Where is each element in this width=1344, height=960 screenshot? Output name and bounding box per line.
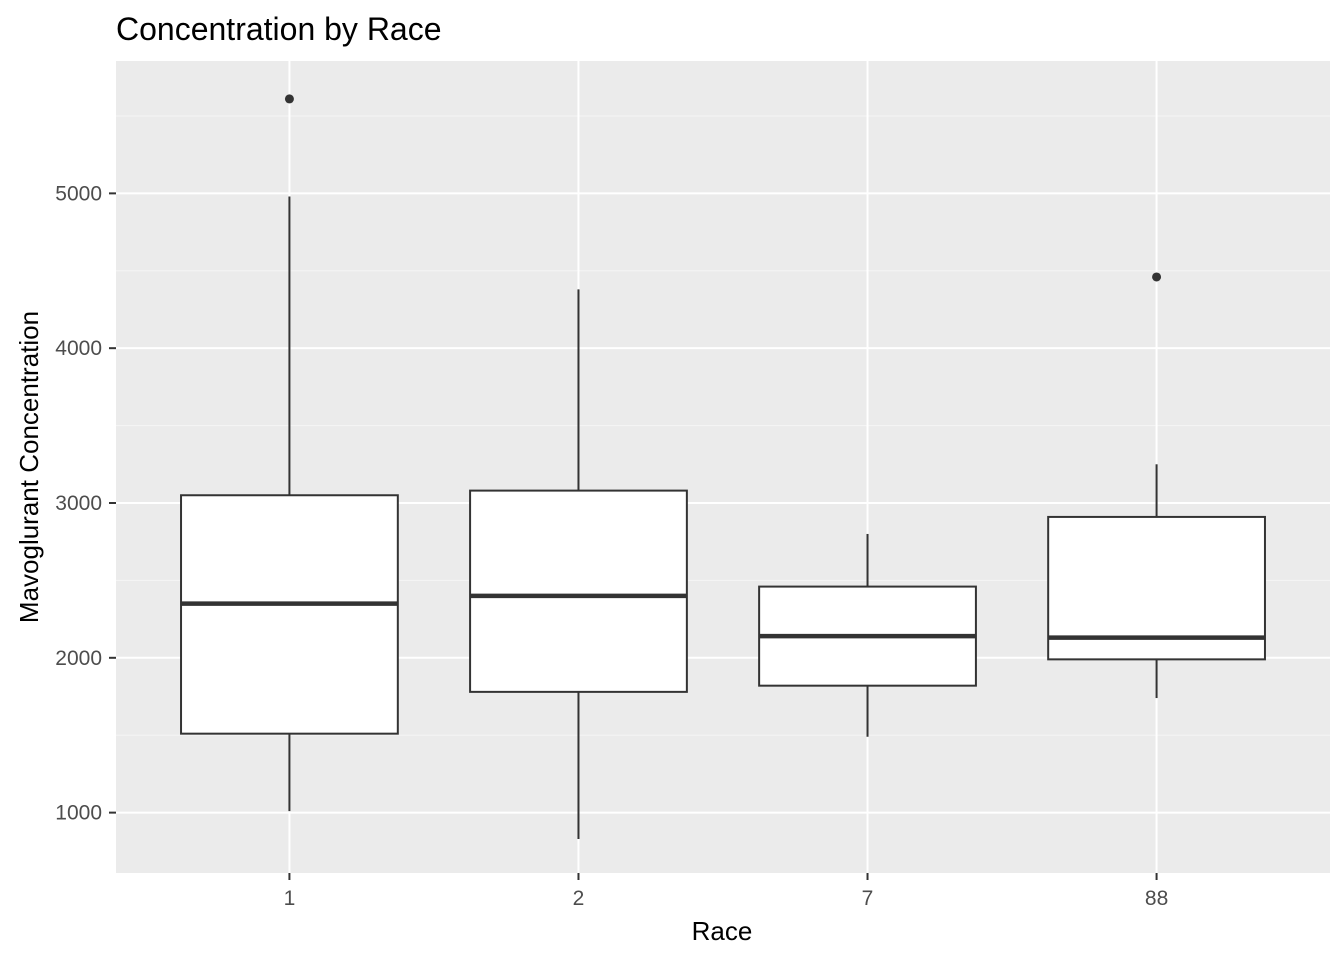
- x-axis-ticks: 1 2 7 88: [284, 873, 1168, 910]
- y-tick-label: 5000: [55, 182, 102, 205]
- box-series: [180, 94, 1266, 839]
- plot-panel: [116, 61, 1330, 873]
- x-tick-label: 7: [862, 887, 874, 910]
- y-tick-label: 3000: [55, 492, 102, 515]
- box-body: [180, 494, 399, 735]
- x-tick-label: 88: [1145, 887, 1168, 910]
- x-axis-title: Race: [692, 916, 753, 946]
- box-1: [180, 94, 399, 812]
- x-tick-label: 2: [573, 887, 585, 910]
- chart-title: Concentration by Race: [116, 11, 442, 47]
- y-tick-label: 2000: [55, 647, 102, 670]
- outlier-point: [284, 94, 294, 104]
- y-axis-title: Mavoglurant Concentration: [14, 311, 44, 623]
- box-88: [1047, 272, 1266, 699]
- y-axis-ticks: 1000 2000 3000 4000 5000: [55, 182, 116, 825]
- x-tick-label: 1: [284, 887, 296, 910]
- box-7: [758, 533, 977, 737]
- y-tick-label: 1000: [55, 802, 102, 825]
- box-2: [469, 289, 688, 839]
- box-body: [469, 489, 688, 693]
- y-tick-label: 4000: [55, 337, 102, 360]
- outlier-point: [1152, 272, 1162, 282]
